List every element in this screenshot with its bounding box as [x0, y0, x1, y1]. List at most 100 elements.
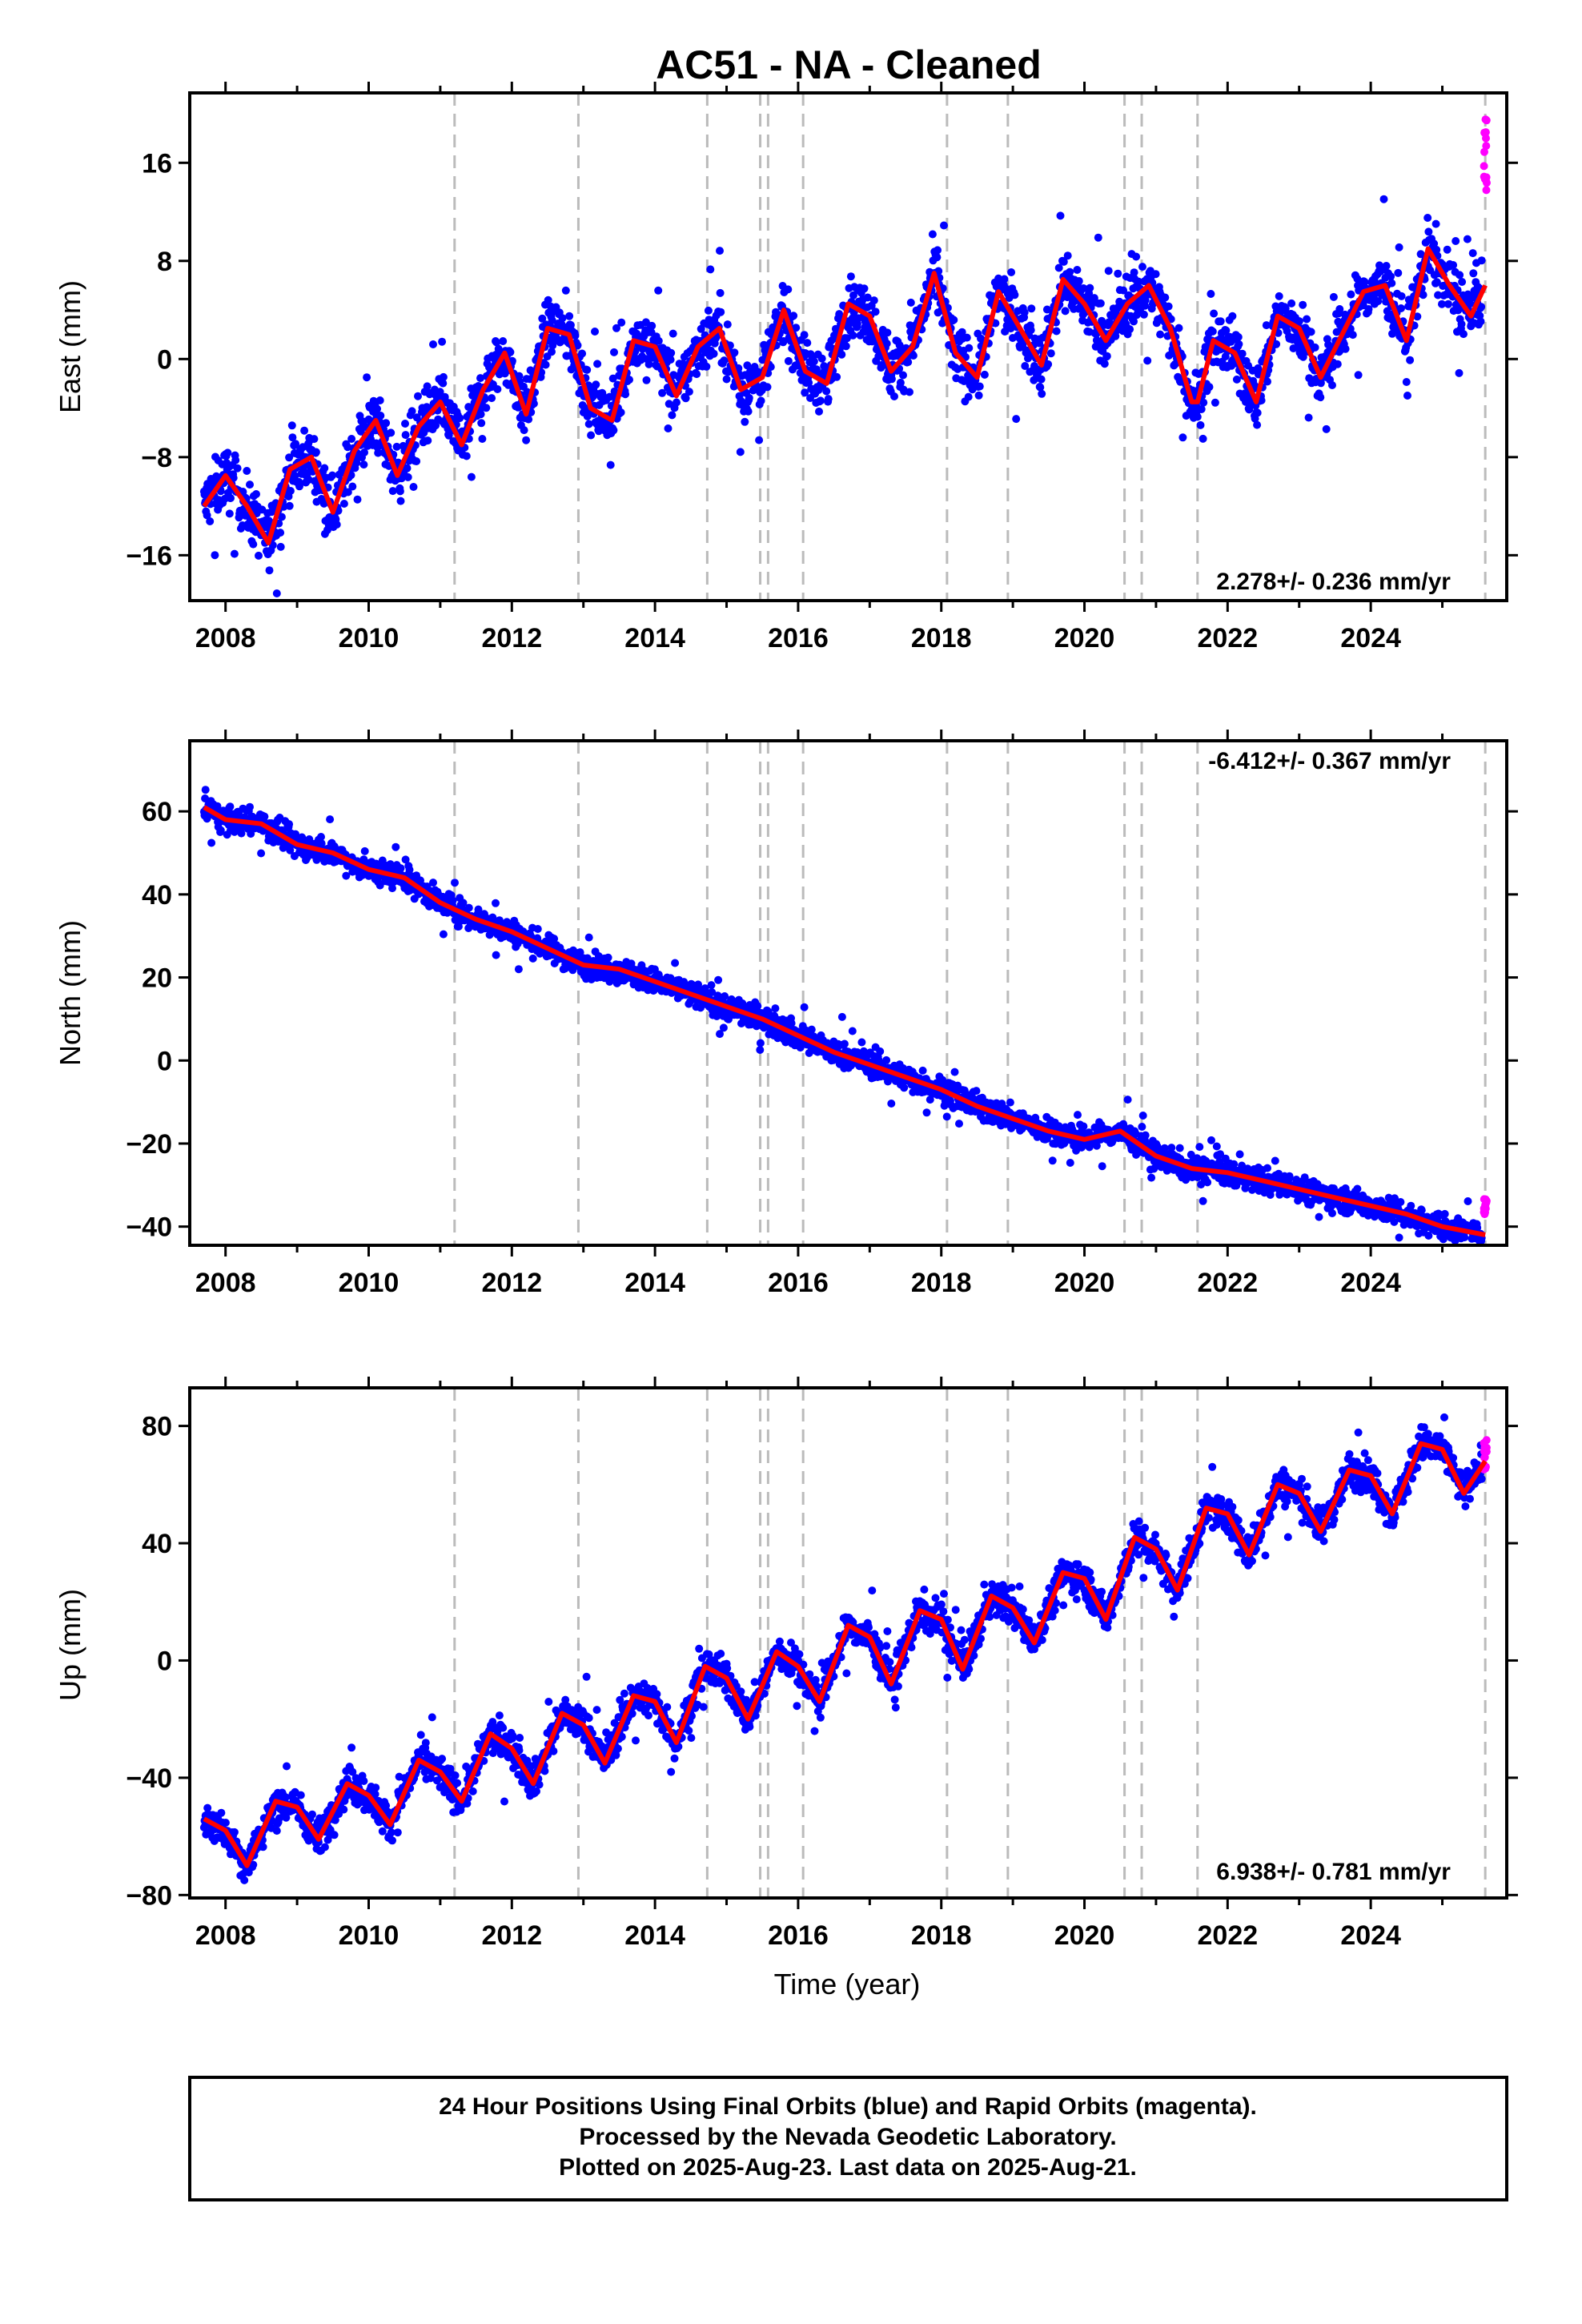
data-point	[492, 951, 500, 959]
data-point	[528, 954, 537, 963]
data-point	[1123, 1096, 1132, 1104]
data-point	[1395, 243, 1403, 251]
model-fit-line	[202, 246, 1488, 545]
data-point	[1354, 371, 1363, 380]
data-point	[1026, 326, 1035, 335]
data-point	[1074, 277, 1083, 285]
data-point	[693, 370, 701, 379]
data-point	[533, 925, 542, 933]
data-point	[837, 1012, 846, 1021]
data-point	[456, 414, 464, 423]
data-point	[359, 460, 368, 469]
data-point	[1138, 263, 1146, 271]
data-point	[448, 896, 457, 905]
data-point	[1275, 292, 1283, 300]
data-point	[744, 407, 753, 416]
data-point	[1063, 251, 1072, 260]
data-point	[846, 272, 855, 281]
data-point	[272, 589, 281, 597]
data-point	[1074, 1111, 1082, 1120]
data-point	[617, 318, 626, 327]
data-point	[300, 426, 309, 435]
data-point	[544, 296, 552, 304]
rapid-point	[1482, 142, 1491, 151]
data-point	[1379, 195, 1388, 203]
data-point	[1066, 1159, 1074, 1167]
east-rate-label: 2.278+/- 0.236 mm/yr	[1216, 569, 1451, 595]
data-point	[1238, 349, 1247, 358]
rapid-point	[1482, 116, 1491, 125]
data-point	[756, 1039, 765, 1047]
data-point	[432, 421, 440, 430]
data-point	[1114, 269, 1122, 278]
data-point	[1147, 1173, 1156, 1182]
data-point	[1468, 249, 1477, 258]
data-point	[1195, 1143, 1204, 1152]
data-point	[1307, 328, 1315, 336]
data-point	[276, 542, 285, 551]
data-point	[476, 410, 485, 419]
data-point	[478, 435, 487, 443]
data-point	[1178, 433, 1187, 442]
data-point	[328, 471, 337, 480]
data-point	[1458, 278, 1467, 286]
data-point	[1138, 1112, 1147, 1120]
data-point	[291, 440, 300, 448]
data-point	[326, 815, 335, 824]
data-point	[1271, 1156, 1279, 1165]
data-point	[206, 517, 215, 525]
data-point	[1086, 283, 1094, 292]
data-point	[1443, 245, 1452, 254]
data-point	[1253, 420, 1262, 429]
data-point	[890, 392, 898, 400]
data-point	[722, 375, 731, 384]
data-point	[658, 388, 667, 397]
data-point	[871, 308, 880, 316]
data-point	[382, 419, 391, 428]
data-point	[1199, 434, 1207, 443]
data-point	[771, 1004, 780, 1013]
data-point	[1044, 360, 1053, 368]
data-point	[784, 356, 793, 365]
data-point	[882, 1055, 891, 1064]
data-point	[1423, 214, 1432, 222]
data-point	[716, 247, 724, 255]
y-tick-label: −8	[141, 443, 172, 473]
data-point	[753, 1002, 762, 1011]
data-point	[591, 328, 599, 336]
data-point	[353, 495, 362, 504]
data-point	[429, 879, 437, 887]
data-point	[1295, 317, 1303, 326]
data-point	[1402, 378, 1411, 386]
data-point	[706, 265, 715, 274]
data-point	[252, 490, 260, 498]
data-point	[332, 521, 341, 529]
data-point	[860, 284, 869, 293]
data-point	[538, 314, 547, 323]
data-point	[265, 566, 274, 575]
data-point	[584, 420, 593, 428]
data-point	[320, 464, 329, 472]
data-point	[1037, 375, 1046, 384]
data-point	[492, 338, 501, 347]
data-point	[438, 337, 447, 346]
data-point	[612, 324, 620, 332]
data-point	[360, 846, 369, 855]
data-point	[1387, 279, 1396, 287]
data-point	[1199, 1196, 1207, 1205]
data-point	[1235, 340, 1243, 348]
data-point	[899, 371, 907, 380]
data-point	[558, 314, 567, 323]
data-point	[784, 285, 793, 294]
data-point	[757, 396, 765, 405]
data-point	[604, 953, 612, 962]
data-point	[609, 426, 618, 435]
data-point	[681, 394, 690, 403]
data-point	[520, 426, 528, 435]
data-point	[975, 382, 984, 391]
data-point	[1020, 308, 1029, 317]
data-point	[964, 392, 973, 401]
data-point	[1406, 356, 1415, 364]
data-point	[720, 356, 729, 365]
